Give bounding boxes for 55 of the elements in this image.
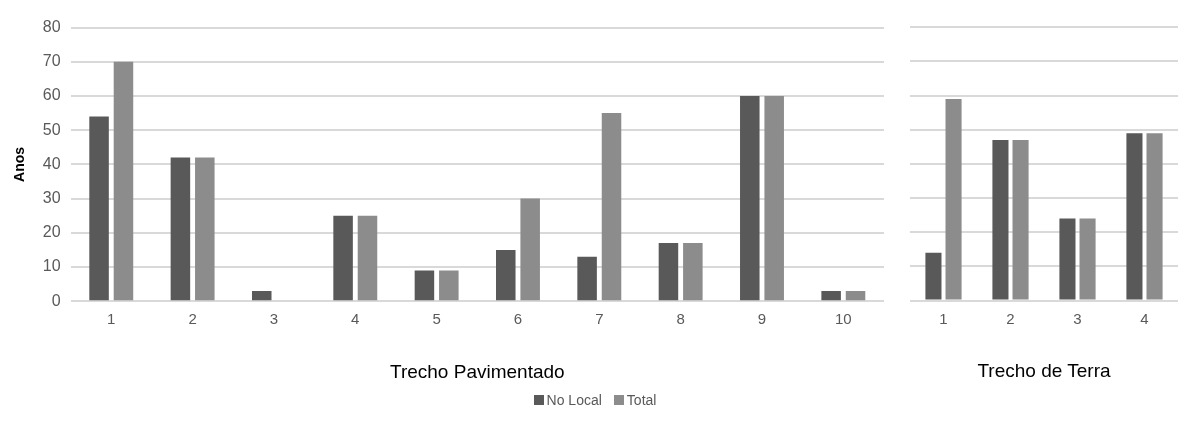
x-tick-label: 2 xyxy=(1006,309,1015,327)
bar xyxy=(439,270,459,301)
bar xyxy=(992,140,1009,300)
x-tick-label: 8 xyxy=(676,310,685,328)
x-tick-label: 7 xyxy=(595,310,604,328)
bar xyxy=(170,157,191,301)
bar xyxy=(520,198,540,301)
legend-label: Total xyxy=(626,392,657,408)
bar xyxy=(577,256,597,301)
bar xyxy=(821,290,841,301)
bar xyxy=(925,252,942,300)
bar xyxy=(414,270,435,301)
x-tick-label: 1 xyxy=(939,309,948,327)
y-tick-label: 70 xyxy=(42,52,61,70)
bar xyxy=(333,215,353,301)
x-axis-title: Trecho de Terra xyxy=(977,360,1111,382)
legend-label: No Local xyxy=(546,392,602,408)
x-tick-label: 1 xyxy=(107,310,116,328)
bar xyxy=(1146,133,1163,300)
y-tick-label: 50 xyxy=(42,120,61,138)
x-tick-label: 3 xyxy=(1073,309,1082,327)
bar xyxy=(845,290,866,301)
y-tick-label: 10 xyxy=(42,257,61,275)
y-tick-label: 0 xyxy=(51,291,61,309)
y-tick-label: 60 xyxy=(42,86,61,104)
x-tick-label: 9 xyxy=(757,310,767,328)
bar xyxy=(601,113,622,301)
x-tick-label: 10 xyxy=(834,310,852,328)
bar xyxy=(195,157,215,301)
bar xyxy=(251,290,272,301)
bar xyxy=(1059,218,1076,300)
x-tick-label: 3 xyxy=(269,310,279,328)
x-tick-label: 4 xyxy=(351,310,360,328)
bar xyxy=(764,96,784,301)
x-tick-label: 6 xyxy=(513,310,523,328)
bar xyxy=(945,99,962,300)
x-tick-label: 2 xyxy=(188,310,197,328)
x-axis-title: Trecho Pavimentado xyxy=(389,360,565,382)
bar xyxy=(113,61,134,301)
bar xyxy=(89,116,109,301)
bar xyxy=(658,243,679,301)
y-tick-label: 40 xyxy=(42,154,61,172)
bar xyxy=(683,243,703,301)
x-tick-label: 4 xyxy=(1140,309,1149,327)
y-tick-label: 80 xyxy=(42,18,61,36)
x-tick-label: 5 xyxy=(432,310,441,328)
y-axis-title: Anos xyxy=(11,146,28,182)
y-tick-label: 20 xyxy=(42,223,61,241)
bar xyxy=(1126,133,1143,300)
bar xyxy=(357,215,378,301)
bar xyxy=(1012,140,1029,300)
bar xyxy=(1079,218,1096,300)
y-tick-label: 30 xyxy=(42,189,61,207)
bar xyxy=(496,249,516,301)
bar xyxy=(740,96,760,301)
